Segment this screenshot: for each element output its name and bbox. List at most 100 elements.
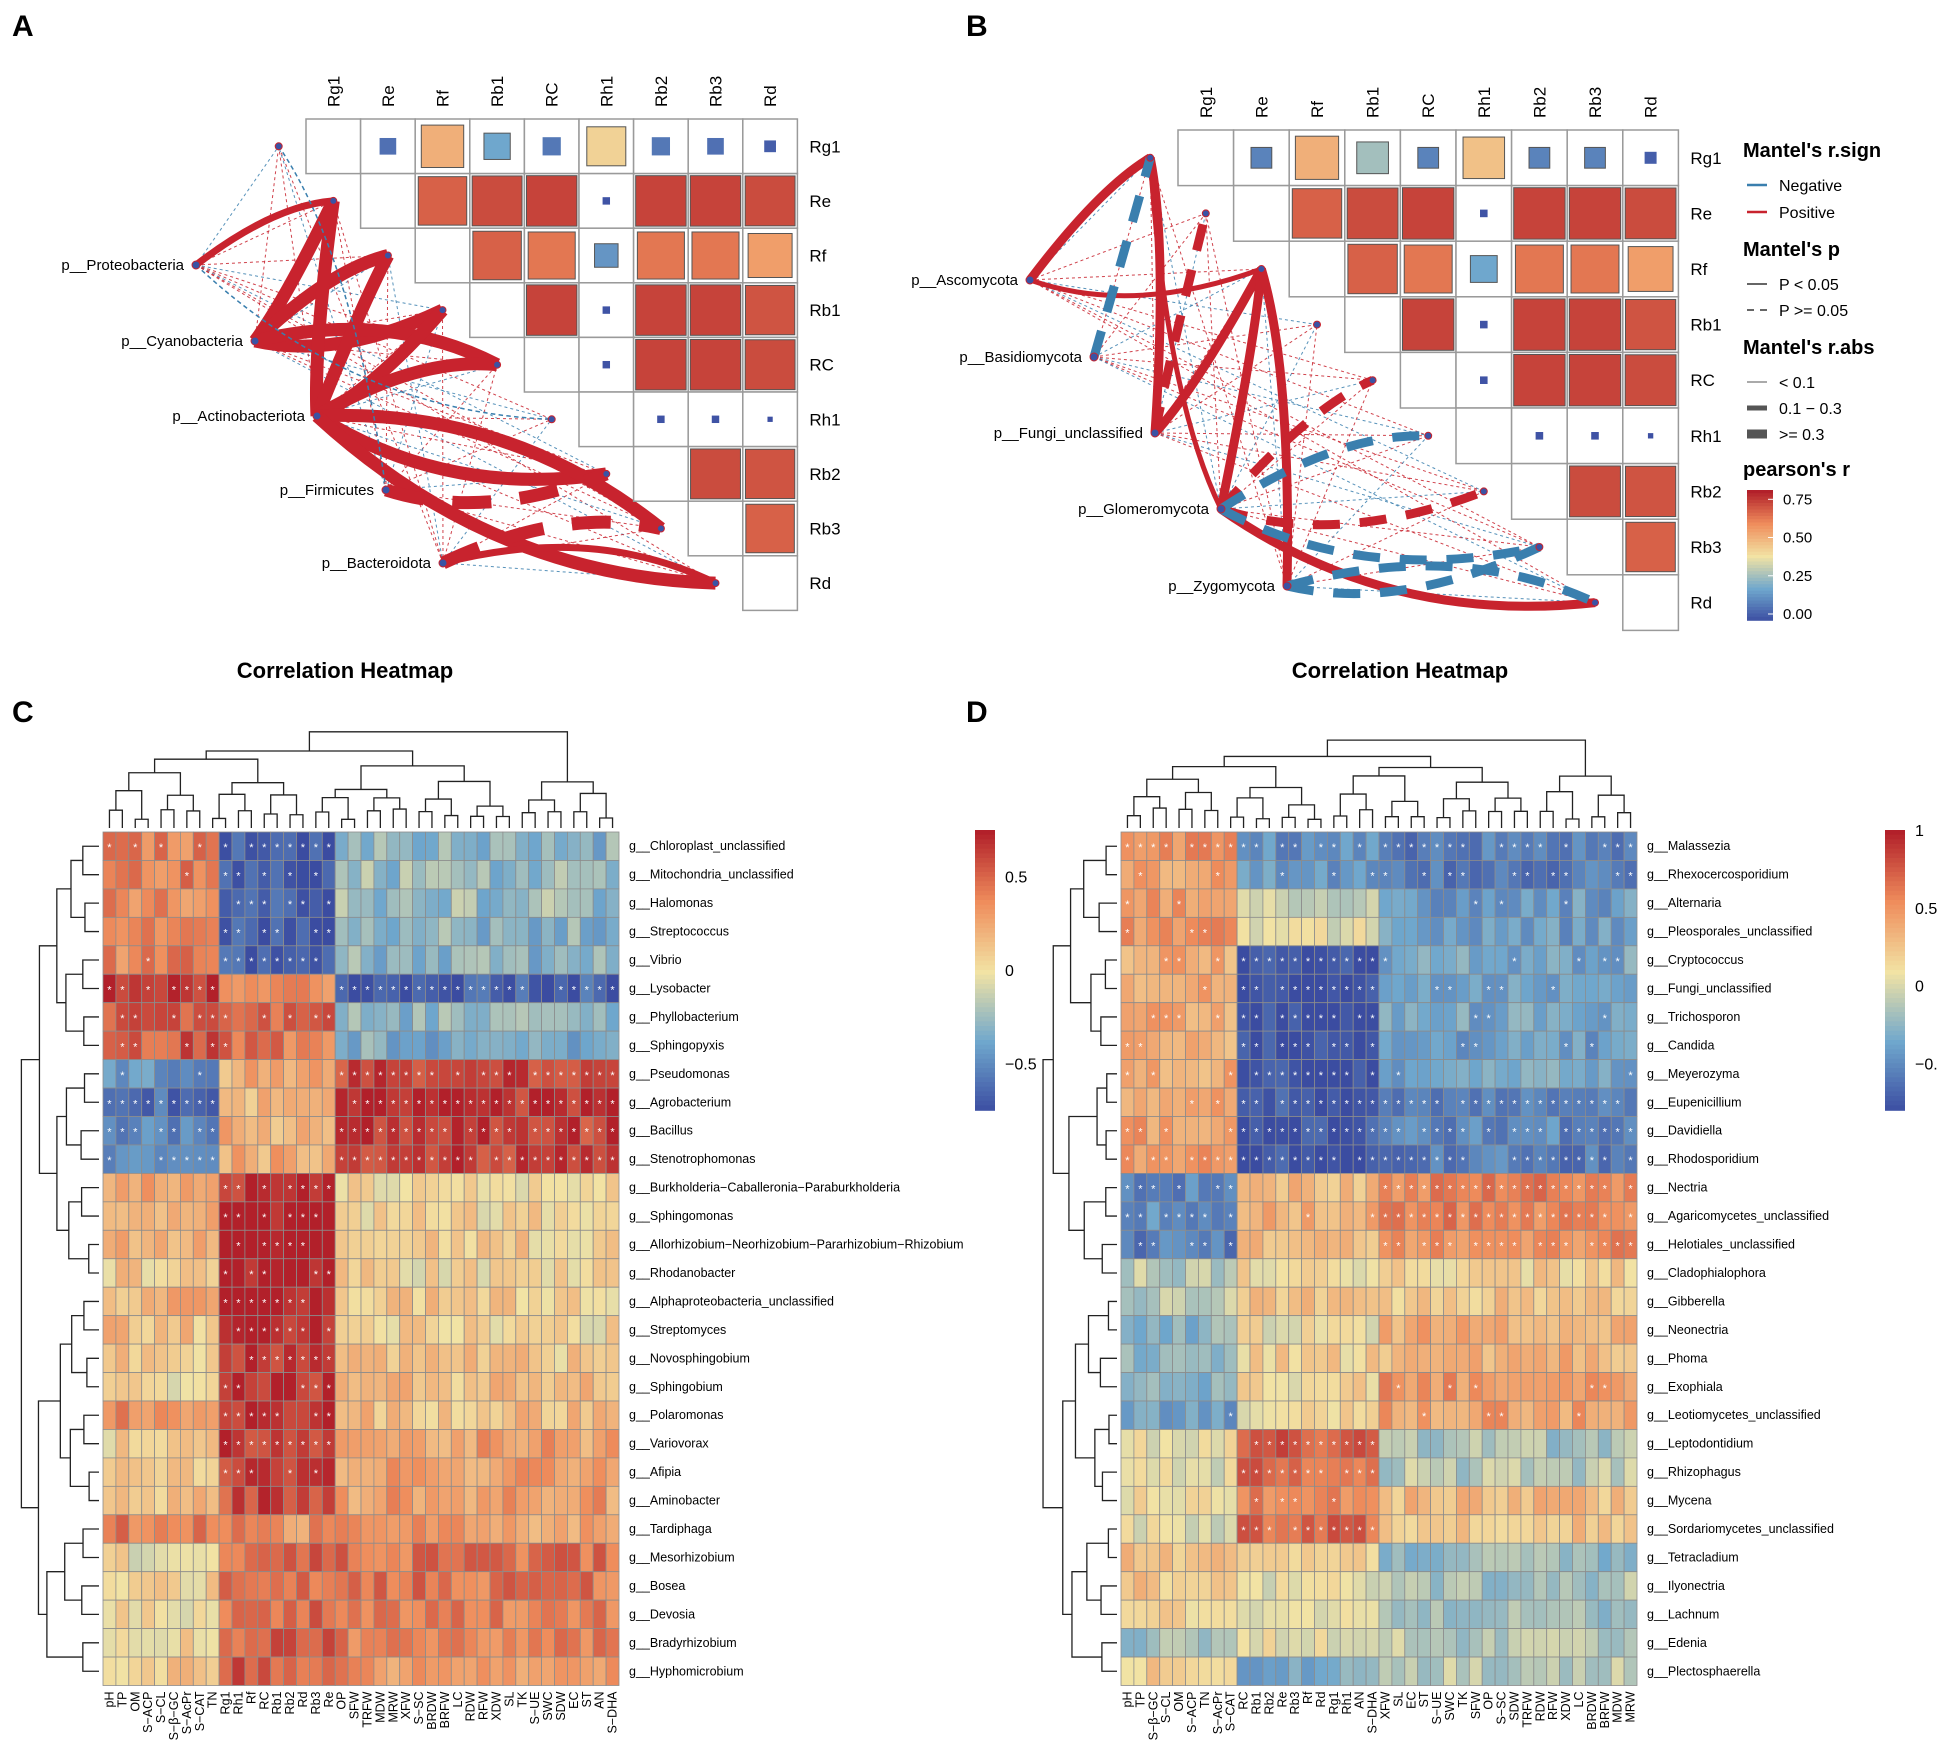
heat-cell-g__Aminobacter-BRFW [437,1485,452,1516]
signif-star: * [1319,842,1324,854]
mantel-link-p__Actinobacteriota-RC [313,357,498,422]
legend-pearson-bar-step [1747,581,1773,586]
heat-cell-g__Tardiphaga-Rh1 [231,1514,246,1544]
heat-cell-g__Alternaria-ST [1417,888,1431,918]
heat-cell-g__Leptodontidium-RC [1236,1429,1251,1459]
signif-star: * [314,1383,319,1395]
legend-pearson-bar-step [1747,590,1773,595]
heat-cell-g__Neonectria-S−SC [1494,1315,1509,1345]
heat-cell-g__Rhexocercosporidium-BRDW [1585,860,1599,890]
heat-cell-g__Streptomyces-S−CAT [192,1315,207,1345]
corr-square-Re-RC [525,175,578,227]
signif-star: * [1125,1184,1130,1196]
colorbar-step [975,974,995,981]
heat-cell-g__Cryptococcus-S−SC [1494,945,1509,975]
heat-cell-g__Sphingopyxis-Rd [296,1030,310,1061]
heat-cell-g__Streptococcus-XDW [489,916,504,947]
signif-star: * [223,1468,228,1480]
signif-star: * [120,1127,125,1139]
col-dendrogram-branch [444,814,459,828]
signif-star: * [1422,1184,1427,1196]
heat-cell-g__Streptococcus-SWC [541,916,555,947]
heat-cell-g__Alternaria-Re [1275,888,1290,918]
heat-cell-g__Pseudomonas-S−AcPr [179,1059,194,1089]
heat-cell-g__Cladophialophora-SL [1391,1258,1406,1288]
heat-cell-g__Sphingomonas-S−SC [412,1201,426,1231]
heat-cell-g__Rhexocercosporidium-OM [1172,860,1186,890]
signif-star: * [1461,1155,1466,1167]
heat-cell-g__Aminobacter-Rf [244,1485,259,1516]
heat-cell-g__Leotiomycetes_unclassified-Rg1 [1327,1400,1341,1430]
heat-cell-g__Variovorax-S−UE [528,1429,543,1459]
heat-cell-g__Ilyonectria-SL [1391,1571,1406,1601]
colorbar-step [975,960,995,967]
signif-star: * [288,1354,293,1366]
signif-star: * [1396,842,1401,854]
heat-cell-g__Exophiala-OM [1172,1372,1186,1402]
heat-cell-g__Devosia-LC [450,1599,465,1630]
signif-star: * [1138,1127,1143,1139]
signif-star: * [249,1411,254,1423]
heat-cell-g__Mesorhizobium-Rh1 [231,1542,246,1573]
heat-cell-g__Mycena-Rd [1314,1485,1328,1516]
heat-cell-g__Meyerozyma-S−AcPr [1210,1059,1225,1089]
heat-cell-g__Leptodontidium-OM [1172,1429,1186,1459]
heat-cell-g__Devosia-AN [592,1599,607,1630]
heat-cell-g__Cryptococcus-TRFW [1520,945,1535,975]
signif-star: * [1577,1155,1582,1167]
signif-star: * [327,928,332,940]
heat-cell-g__Hyphomicrobium-OP [334,1656,349,1686]
heat-cell-g__Mesorhizobium-EC [567,1542,581,1573]
heat-cell-g__Mitochondria_unclassified-OP [334,860,349,890]
heat-cell-g__Tardiphaga-TK [515,1514,530,1544]
heat-cell-g__Aminobacter-MDW [373,1485,388,1516]
heat-cell-g__Vibrio-SL [502,945,517,975]
signif-star: * [249,956,254,968]
heat-cell-g__Sphingobium-Rb1 [270,1372,285,1402]
heat-cell-g__Sphingopyxis-SFW [347,1030,362,1061]
colorbar-step [1885,881,1905,887]
row-label-g__Novosphingobium: g__Novosphingobium [629,1351,750,1365]
signif-star: * [417,984,422,996]
signif-star: * [223,1440,228,1452]
corr-square-Rb1-RC [525,284,578,336]
heat-cell-g__Mycena-TN [1198,1485,1212,1516]
heat-cell-g__Exophiala-S−DHA [1365,1372,1380,1402]
signif-star: * [1306,1155,1311,1167]
anchor-point-Re [1201,209,1210,218]
col-label-SL: SL [1391,1691,1405,1706]
heat-cell-g__Leptodontidium-pH [1120,1429,1135,1459]
heat-cell-g__Pleosporales_unclassified-Rf [1301,916,1315,947]
signif-star: * [120,1070,125,1082]
heat-cell-g__Helotiales_unclassified-OM [1172,1229,1186,1260]
heat-cell-g__Phoma-S−SC [1494,1343,1509,1373]
signif-star: * [1254,1155,1259,1167]
heat-cell-g__Chloroplast_unclassified-Rh1 [231,831,246,861]
signif-star: * [327,1354,332,1366]
heat-cell-g__Edenia-Rf [1301,1628,1315,1658]
heat-cell-g__Lachnum-pH [1120,1599,1135,1630]
heat-cell-g__Streptomyces-XDW [489,1315,504,1345]
heat-cell-g__Allorhizobium−Neorhizobium−Pararhizobium−Rhizobium-S−UE [528,1229,543,1260]
heat-cell-g__Pleosporales_unclassified-EC [1404,916,1419,947]
heat-cell-g__Phyllobacterium-TRFW [360,1002,375,1032]
heat-cell-g__Halomonas-MRW [386,888,401,918]
heat-cell-g__Mesorhizobium-TRFW [360,1542,375,1573]
heat-cell-g__Allorhizobium−Neorhizobium−Pararhizobium−Rhizobium-MDW [373,1229,388,1260]
heat-cell-g__Sphingopyxis-XFW [399,1030,414,1061]
corr-square-Rb2-Rb3 [1569,465,1621,518]
mantel-thin-link-0-Rg1 [195,146,280,266]
col-label-Rd: Rd [1314,1691,1328,1707]
signif-star: * [1280,1468,1285,1480]
heat-cell-g__Cladophialophora-LC [1572,1258,1586,1288]
signif-star: * [378,984,383,996]
heat-cell-g__Neonectria-EC [1404,1315,1419,1345]
heat-cell-g__Vibrio-S−CL [154,945,168,975]
heat-cell-g__Cryptococcus-TN [1198,945,1212,975]
signif-star: * [1512,1127,1517,1139]
heat-cell-g__Alphaproteobacteria_unclassified-SL [502,1286,517,1317]
legend-pearson-bar-step [1747,516,1773,521]
heat-cell-g__Mycena-BRFW [1597,1485,1612,1516]
heat-cell-g__Bacillus-Rf [244,1116,259,1146]
signif-star: * [327,899,332,911]
